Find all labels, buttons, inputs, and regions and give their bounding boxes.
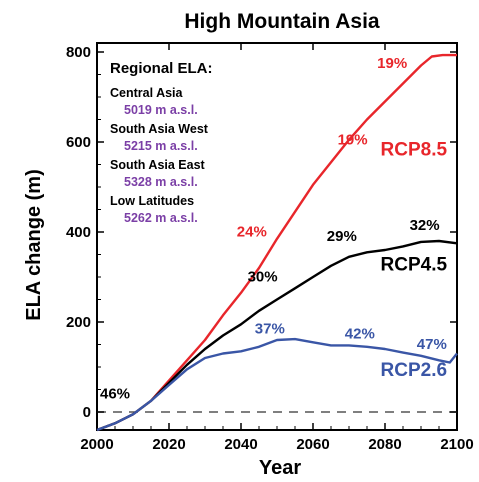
x-tick-label: 2100: [440, 436, 473, 453]
percent-label: 24%: [237, 224, 267, 241]
y-axis: 0 200 400 600 800: [66, 44, 457, 421]
percent-label: 42%: [345, 326, 375, 343]
region-value: 5019 m a.s.l.: [124, 103, 198, 117]
series-lines: [96, 53, 458, 432]
percent-label: 37%: [255, 320, 285, 337]
x-axis: 2000 2020 2040 2060 2080 2100: [80, 43, 474, 453]
region-name: Central Asia: [110, 86, 184, 100]
percent-label: 19%: [338, 131, 368, 148]
x-tick-label: 2020: [152, 436, 185, 453]
y-tick-label: 800: [66, 44, 91, 61]
region-value: 5262 m a.s.l.: [124, 211, 198, 225]
region-value: 5328 m a.s.l.: [124, 175, 198, 189]
series-label: RCP2.6: [381, 360, 448, 381]
regional-heading: Regional ELA:: [110, 60, 213, 77]
x-tick-label: 2080: [368, 436, 401, 453]
y-tick-label: 200: [66, 314, 91, 331]
x-tick-label: 2060: [296, 436, 329, 453]
percent-label: 30%: [248, 269, 278, 286]
regional-ela-legend: Regional ELA: Central Asia 5019 m a.s.l.…: [110, 60, 213, 225]
percent-label: 46%: [100, 386, 130, 403]
region-name: South Asia East: [110, 158, 206, 172]
series-line-rcp26: [96, 337, 458, 432]
x-tick-label: 2000: [80, 436, 113, 453]
chart-title: High Mountain Asia: [184, 10, 380, 33]
y-tick-label: 400: [66, 224, 91, 241]
percent-label: 32%: [410, 217, 440, 234]
series-labels: RCP8.5 RCP4.5 RCP2.6: [381, 140, 448, 382]
percent-label: 29%: [327, 228, 357, 245]
region-name: South Asia West: [110, 122, 209, 136]
y-tick-label: 0: [83, 404, 91, 421]
series-label: RCP8.5: [381, 140, 448, 161]
percent-label: 19%: [377, 55, 407, 72]
region-name: Low Latitudes: [110, 194, 194, 208]
y-axis-label: ELA change (m): [23, 169, 45, 321]
percent-annotations: 24% 19% 19% 30% 29% 32% 37% 42% 47% 46%: [100, 55, 447, 403]
region-value: 5215 m a.s.l.: [124, 139, 198, 153]
series-label: RCP4.5: [381, 254, 448, 275]
percent-label: 47%: [417, 336, 447, 353]
y-tick-label: 600: [66, 134, 91, 151]
x-axis-label: Year: [259, 457, 301, 479]
x-tick-label: 2040: [224, 436, 257, 453]
